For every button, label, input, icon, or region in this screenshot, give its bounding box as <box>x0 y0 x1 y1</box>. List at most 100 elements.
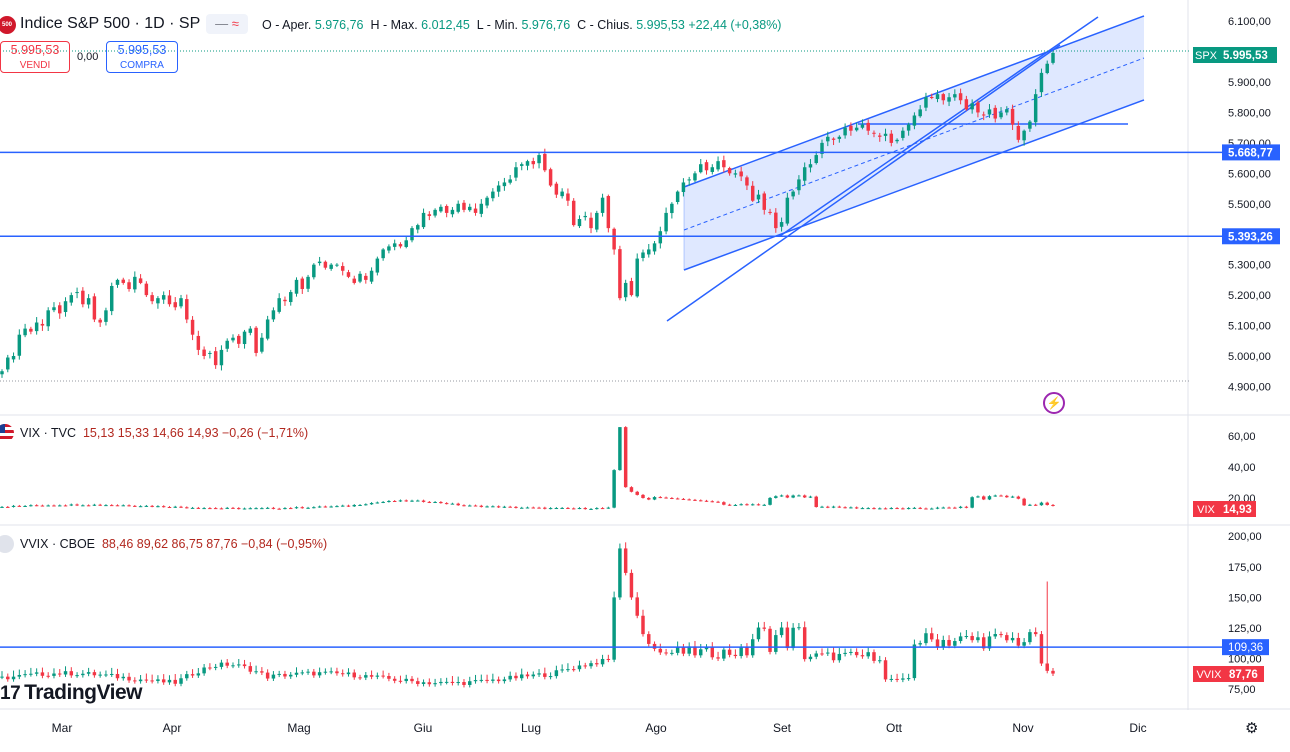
compare-buttons[interactable]: — ≈ <box>206 14 248 34</box>
vvix-candle <box>173 679 177 684</box>
spx-candle <box>179 298 183 307</box>
vvix-candle <box>479 679 484 681</box>
vvix-candle <box>260 671 264 673</box>
price-channel[interactable] <box>666 15 1145 322</box>
spx-candle <box>791 191 795 197</box>
spx-candle <box>577 219 582 227</box>
buy-label: COMPRA <box>120 60 164 71</box>
vvix-candle <box>1039 634 1044 664</box>
vix-candle <box>479 505 484 507</box>
vvix-candle <box>121 676 126 679</box>
vix-candle <box>629 487 634 492</box>
symbol-title[interactable]: Indice S&P 500 · 1D · SP <box>20 15 201 32</box>
vvix-candle <box>179 678 183 684</box>
spx-candle <box>444 206 449 213</box>
vix-candle <box>75 504 79 506</box>
vix-candle <box>843 507 847 509</box>
time-tick-label: Set <box>773 721 792 735</box>
vix-candle <box>364 504 368 506</box>
vvix-candle <box>704 646 709 650</box>
spx-candle <box>439 206 443 212</box>
spx-candle <box>976 102 980 113</box>
vvix-legend: VVIX · CBOE 88,46 89,62 86,75 87,76 −0,8… <box>20 537 327 551</box>
vix-candle <box>300 507 305 509</box>
vvix-level-badge <box>1222 639 1269 656</box>
spx-candle <box>312 264 316 278</box>
vvix-candle <box>531 674 536 677</box>
vix-last-tag-bg <box>1193 501 1219 517</box>
horizontal-levels[interactable] <box>0 50 1222 648</box>
channel-upper <box>683 15 1145 188</box>
lightning-icon[interactable]: ⚡ <box>1043 392 1065 414</box>
vvix-candle <box>525 674 530 677</box>
spx-candle <box>953 94 957 98</box>
spx-candle <box>254 327 258 353</box>
vvix-candle <box>358 677 362 679</box>
tv-brand: TradingView <box>24 681 142 704</box>
vvix-candle <box>999 634 1003 636</box>
vvix-candles <box>0 542 1055 688</box>
vix-candle <box>225 507 229 509</box>
vvix-candle <box>398 680 403 682</box>
vix-candle <box>491 506 495 508</box>
vvix-candle <box>98 674 102 676</box>
vix-candle <box>1045 502 1049 505</box>
vvix-candle <box>462 682 466 685</box>
spx-candle <box>947 97 951 102</box>
spx-candle <box>433 209 437 216</box>
vix-candle <box>156 506 160 508</box>
vix-candle <box>814 496 818 507</box>
vix-candle <box>271 507 276 509</box>
open-label: O - Aper. <box>262 18 312 32</box>
vvix-candle <box>450 681 455 684</box>
spx-candle <box>820 142 824 154</box>
sell-button[interactable]: 5.995,53 VENDI <box>0 41 70 73</box>
price-badges: 5.668,77 5.393,26 109,36 SPX 5.995,53 VIX 14,9… <box>1193 47 1280 682</box>
spx-candle <box>1028 121 1032 129</box>
spx-candle <box>964 99 969 110</box>
buy-button[interactable]: 5.995,53 COMPRA <box>106 41 178 73</box>
vix-candle <box>756 504 761 506</box>
vix-candle <box>427 501 432 503</box>
vvix-candle <box>756 627 761 640</box>
vix-candle <box>150 505 154 507</box>
compare-line-icon[interactable]: — <box>215 16 229 31</box>
vix-candle <box>358 504 362 506</box>
vvix-candle <box>514 675 518 679</box>
vix-candle <box>329 506 333 508</box>
vvix-candle <box>629 572 634 598</box>
vvix-candle <box>918 643 922 645</box>
vvix-candle <box>86 672 91 674</box>
spx-candle <box>109 285 114 312</box>
time-tick-label: Mag <box>287 721 310 735</box>
spx-last-value-bg <box>1219 47 1277 63</box>
vix-candle <box>1022 498 1026 506</box>
vvix-candle <box>768 628 772 652</box>
spx-logo-icon: 500 <box>0 16 16 34</box>
vvix-candle <box>300 672 305 674</box>
spx-candle <box>675 191 680 203</box>
vix-legend: VIX · TVC 15,13 15,33 14,66 14,93 −0,26 … <box>20 426 308 440</box>
spx-candle <box>185 299 189 320</box>
vix-candle <box>40 505 45 507</box>
spx-candle <box>456 203 460 212</box>
spx-candle <box>837 136 842 139</box>
vvix-candle <box>837 653 842 661</box>
gear-icon[interactable]: ⚙ <box>1245 720 1259 737</box>
vix-candle <box>641 494 645 498</box>
vix-candle <box>785 495 790 498</box>
vvix-candle <box>104 674 108 676</box>
vix-candle <box>883 508 888 510</box>
vvix-candle <box>814 653 818 657</box>
vvix-candle <box>433 683 437 685</box>
vix-candle <box>161 506 166 508</box>
tradingview-logo[interactable]: 17 TradingView <box>0 681 142 705</box>
compare-wave-icon[interactable]: ≈ <box>231 16 239 31</box>
spx-candle <box>150 295 154 302</box>
vvix-candle <box>895 678 899 680</box>
vvix-candle <box>416 681 420 684</box>
vvix-candle <box>485 679 489 681</box>
vix-candle <box>947 507 951 509</box>
vvix-candle <box>63 671 68 675</box>
